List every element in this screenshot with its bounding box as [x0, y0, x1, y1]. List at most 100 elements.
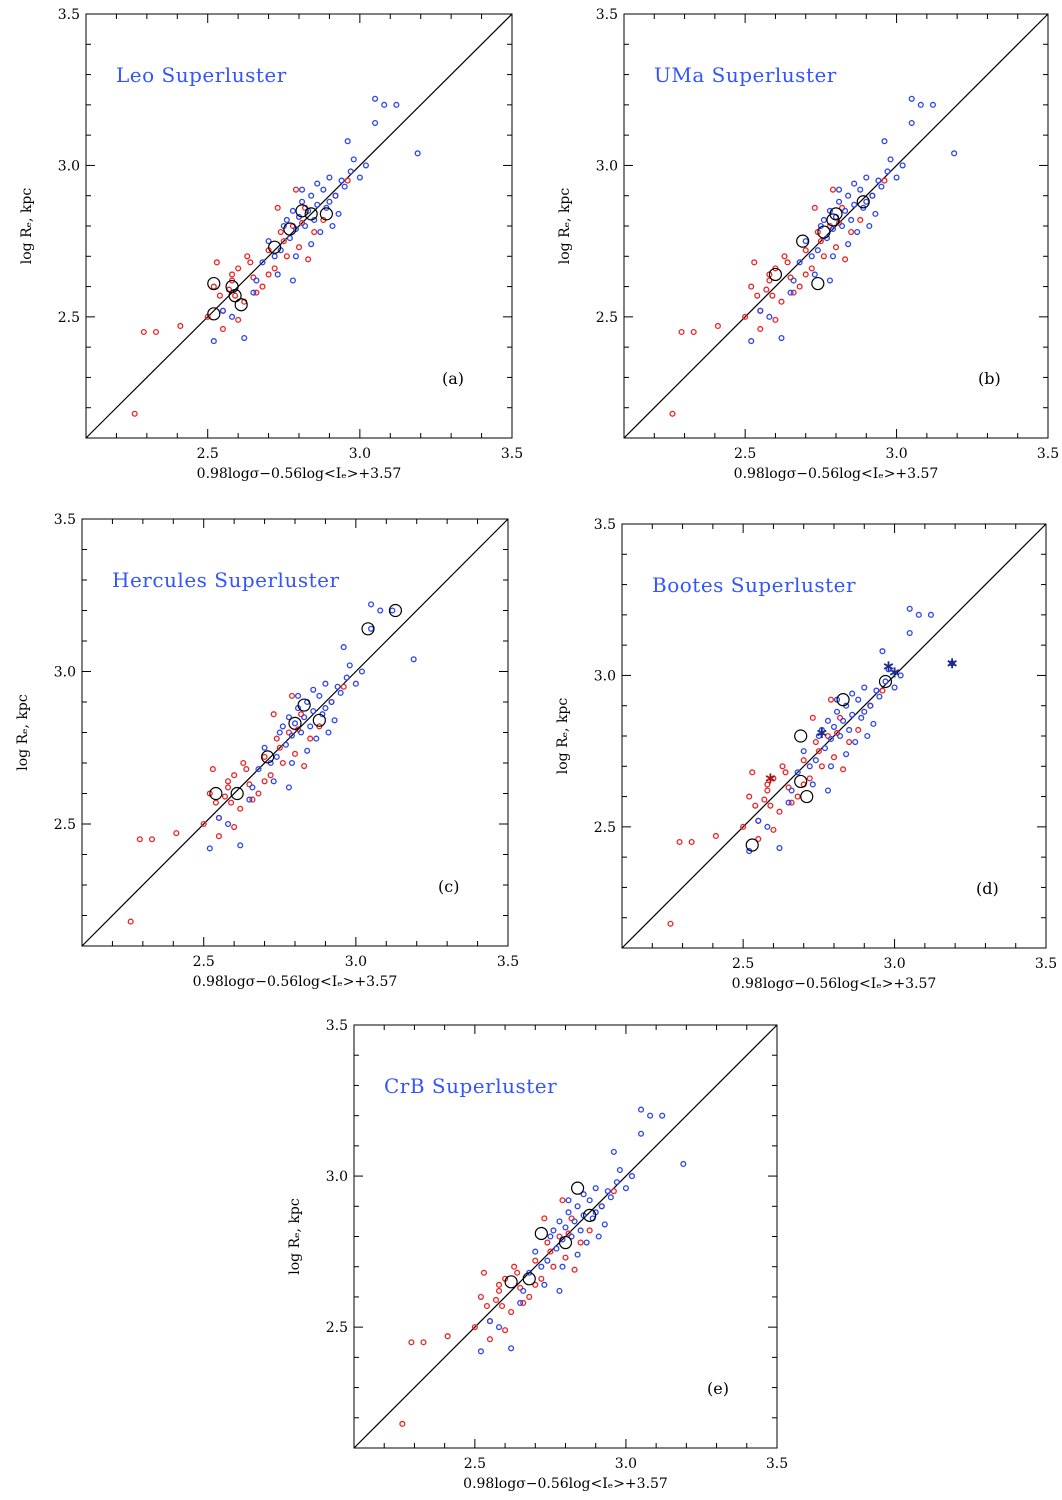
- blue-point: [857, 186, 864, 193]
- red-point: [827, 696, 835, 703]
- blue-point: [790, 277, 797, 284]
- highlighted-point-ring: [268, 240, 282, 254]
- red-point: [136, 836, 143, 843]
- red-point: [280, 238, 287, 245]
- blue-point: [544, 1257, 551, 1264]
- highlighted-point-ring: [817, 225, 831, 239]
- red-point: [213, 259, 220, 266]
- red-point: [225, 778, 232, 785]
- blue-point: [806, 763, 813, 770]
- blue-point: [755, 817, 762, 824]
- x-tick-label: 3.5: [1037, 446, 1059, 462]
- red-point: [829, 186, 837, 193]
- blue-point: [891, 684, 898, 691]
- blue-point: [607, 1194, 614, 1201]
- red-point: [408, 1339, 415, 1346]
- red-point: [225, 784, 232, 791]
- blue-point: [811, 271, 818, 278]
- y-tick-label: 3.5: [54, 512, 76, 528]
- blue-point: [794, 769, 801, 776]
- red-point: [770, 826, 777, 833]
- blue-point: [377, 607, 384, 614]
- red-point: [298, 711, 305, 718]
- highlighted-point-ring: [209, 786, 223, 801]
- blue-point: [637, 1130, 645, 1137]
- red-point: [790, 289, 797, 296]
- blue-point: [291, 720, 299, 727]
- red-point: [247, 259, 254, 266]
- blue-point: [929, 101, 936, 108]
- blue-point: [316, 692, 323, 699]
- red-point: [559, 1197, 566, 1204]
- red-point: [244, 253, 251, 260]
- red-point: [295, 244, 303, 251]
- blue-point: [550, 1227, 557, 1234]
- blue-point: [881, 138, 888, 145]
- blue-point: [317, 229, 324, 236]
- x-tick-label: 2.5: [464, 1456, 486, 1472]
- red-point: [757, 325, 764, 333]
- blue-point: [302, 222, 309, 230]
- blue-point: [851, 180, 858, 187]
- red-point: [802, 271, 809, 278]
- highlighted-point-ring: [312, 713, 326, 727]
- blue-point: [265, 238, 272, 245]
- y-axis-label: log Rₑ, kpc: [287, 1198, 303, 1275]
- blue-point: [846, 726, 853, 733]
- x-tick-label: 2.5: [734, 446, 756, 462]
- red-point: [173, 830, 180, 837]
- highlighted-point-ring: [800, 789, 814, 804]
- blue-point: [580, 1191, 587, 1198]
- blue-point: [908, 95, 915, 102]
- blue-point: [869, 192, 876, 199]
- red-point: [784, 259, 791, 266]
- red-point: [231, 772, 238, 779]
- x-tick-label: 3.0: [345, 954, 367, 970]
- blue-point: [830, 723, 838, 730]
- blue-point: [829, 253, 837, 260]
- blue-point: [553, 1245, 560, 1252]
- blue-point: [574, 1251, 581, 1258]
- blue-point: [659, 1112, 666, 1119]
- blue-point: [586, 1197, 593, 1204]
- blue-point: [601, 1221, 608, 1228]
- y-axis-label: log Rₑ, kpc: [555, 698, 571, 775]
- red-point: [840, 766, 847, 773]
- star-stroke: [947, 660, 957, 667]
- y-tick-label: 2.5: [54, 817, 76, 833]
- blue-point: [325, 729, 332, 736]
- red-point: [232, 292, 239, 299]
- red-point: [221, 793, 229, 800]
- blue-point: [225, 820, 232, 828]
- blue-point: [310, 708, 317, 715]
- blue-point: [253, 277, 260, 284]
- blue-point: [508, 1345, 515, 1352]
- blue-point: [289, 207, 296, 214]
- red-point: [237, 805, 244, 812]
- red-point: [800, 757, 807, 764]
- red-point: [833, 729, 841, 737]
- blue-point: [255, 766, 262, 773]
- blue-point: [835, 186, 843, 193]
- highlighted-point-ring: [836, 693, 850, 707]
- blue-point: [219, 307, 226, 314]
- blue-point: [800, 748, 807, 755]
- highlighted-point-ring: [811, 276, 825, 291]
- blue-point: [344, 138, 351, 145]
- panel-title: CrB Superluster: [384, 1074, 557, 1098]
- blue-point: [851, 201, 858, 208]
- panel-tag: (c): [438, 877, 459, 896]
- blue-point: [610, 1148, 617, 1155]
- red-point: [755, 835, 762, 843]
- red-point: [344, 177, 351, 184]
- red-point: [714, 322, 721, 329]
- x-tick-label: 3.5: [501, 446, 523, 462]
- red-point: [228, 799, 235, 806]
- red-point: [746, 793, 753, 800]
- blue-point: [577, 1227, 584, 1234]
- blue-point: [393, 101, 400, 108]
- blue-point: [292, 253, 300, 260]
- blue-point: [341, 183, 348, 190]
- highlighted-point-ring: [304, 207, 318, 221]
- red-point: [806, 775, 813, 782]
